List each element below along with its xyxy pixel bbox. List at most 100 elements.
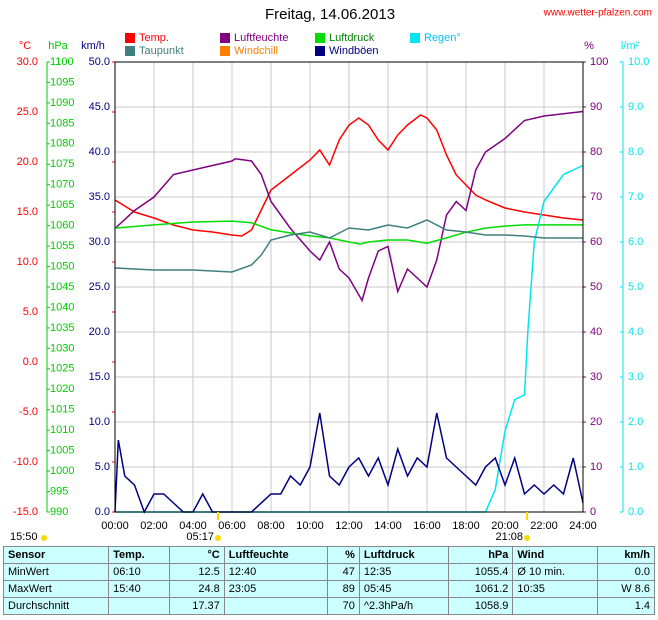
- x-tick-label: 12:00: [335, 520, 363, 532]
- y-tick-label: 2.0: [628, 416, 643, 428]
- table-cell: °C: [168, 546, 225, 564]
- legend-label: Temp.: [139, 32, 169, 44]
- table-cell: [512, 597, 599, 615]
- source: www.wetter-pfalzen.com: [543, 8, 652, 19]
- y-tick-label: 0.0: [23, 356, 38, 368]
- series-line: [114, 220, 583, 245]
- marker: [41, 535, 47, 541]
- y-tick-label: 40.0: [89, 146, 110, 158]
- chart-title: Freitag, 14.06.2013: [265, 6, 395, 23]
- x-tick-label: 24:00: [569, 520, 597, 532]
- y-tick-label: 3.0: [628, 371, 643, 383]
- y-tick-label: 40: [590, 326, 602, 338]
- axis-unit: l/m²: [621, 40, 640, 52]
- axis-unit: °C: [19, 40, 31, 52]
- table-cell: 0.0: [597, 563, 655, 581]
- legend-swatch: [220, 33, 230, 43]
- table-cell: Luftfeuchte: [223, 546, 329, 564]
- table-cell: 1061.2: [448, 580, 514, 598]
- y-tick-label: 0: [590, 506, 596, 518]
- annotation: 15:50: [10, 531, 38, 543]
- y-tick-label: 15.0: [17, 206, 38, 218]
- y-tick-label: 4.0: [628, 326, 643, 338]
- table-cell: 06:10: [108, 563, 170, 581]
- legend-label: Windböen: [329, 45, 379, 57]
- y-tick-label: 1025: [50, 363, 74, 375]
- x-tick-label: 00:00: [101, 520, 129, 532]
- y-tick-label: 1090: [50, 97, 74, 109]
- series-line: [114, 219, 583, 273]
- y-tick-label: 45.0: [89, 101, 110, 113]
- y-tick-label: 1045: [50, 281, 74, 293]
- y-tick-label: 25.0: [89, 281, 110, 293]
- table-cell: Wind: [512, 546, 599, 564]
- y-tick-label: 1015: [50, 404, 74, 416]
- table-row: MinWert 06:10 12.5 12:40 47 12:35 1055.4 Ø 10 m…: [2, 563, 655, 581]
- y-tick-label: 35.0: [89, 191, 110, 203]
- table-cell: 15:40: [108, 580, 170, 598]
- y-tick-label: 1075: [50, 158, 74, 170]
- y-tick-label: 50: [590, 281, 602, 293]
- y-tick-label: -10.0: [13, 456, 38, 468]
- series-line: [114, 110, 584, 303]
- y-tick-label: 5.0: [628, 281, 643, 293]
- axis-unit: %: [584, 40, 594, 52]
- y-tick-label: 1055: [50, 240, 74, 252]
- y-tick-label: 1020: [50, 383, 74, 395]
- y-tick-label: 50.0: [89, 56, 110, 68]
- legend-label: Luftfeuchte: [234, 32, 288, 44]
- table-cell: 1055.4: [448, 563, 514, 581]
- x-tick-label: 06:00: [218, 520, 246, 532]
- y-tick-label: 0.0: [628, 506, 643, 518]
- table-cell: %: [327, 546, 360, 564]
- table-row: Sensor Temp. °C Luftfeuchte% Luftdruck hPa Win…: [2, 546, 655, 564]
- y-tick-label: 10.0: [628, 56, 649, 68]
- table-cell: Durchschnitt: [2, 597, 110, 615]
- table-cell: Temp.: [108, 546, 170, 564]
- x-tick-label: 04:00: [179, 520, 207, 532]
- x-tick-label: 16:00: [413, 520, 441, 532]
- marker: [524, 535, 531, 541]
- legend-label: Windchill: [234, 45, 278, 57]
- y-tick-label: 1095: [50, 76, 74, 88]
- x-tick-label: 18:00: [452, 520, 480, 532]
- table-cell: hPa: [448, 546, 514, 564]
- legend-label: Taupunkt: [139, 45, 184, 57]
- table-cell: 1058.9: [448, 597, 514, 615]
- y-tick-label: 6.0: [628, 236, 643, 248]
- y-tick-label: 1080: [50, 138, 74, 150]
- legend-swatch: [125, 33, 135, 43]
- table-cell: 12:35: [358, 563, 450, 581]
- table-cell: km/h: [597, 546, 655, 564]
- legend-swatch: [410, 33, 420, 43]
- y-tick-label: 15.0: [89, 371, 110, 383]
- y-tick-label: 8.0: [628, 146, 643, 158]
- table-cell: Luftdruck: [358, 546, 450, 564]
- y-tick-label: 7.0: [628, 191, 643, 203]
- table-cell: 1.4: [597, 597, 655, 615]
- y-tick-label: 20.0: [89, 326, 110, 338]
- y-tick-label: 5.0: [23, 306, 38, 318]
- x-tick-label: 02:00: [140, 520, 168, 532]
- y-tick-label: 60: [590, 236, 602, 248]
- y-tick-label: 25.0: [17, 106, 38, 118]
- x-tick-label: 08:00: [257, 520, 285, 532]
- y-tick-label: 90: [590, 101, 602, 113]
- x-tick-label: 22:00: [530, 520, 558, 532]
- y-tick-label: 70: [590, 191, 602, 203]
- y-tick-label: 1035: [50, 322, 74, 334]
- plot-border: [114, 61, 584, 513]
- legend-label: Regen°: [424, 32, 461, 44]
- y-tick-label: -15.0: [13, 506, 38, 518]
- y-tick-label: 1100: [50, 56, 74, 68]
- table-cell: 70: [327, 597, 360, 615]
- table-cell: [223, 597, 329, 615]
- table-row: Durchschnitt 17.37 70 ^2.3hPa/h 1058.9 1.4: [2, 597, 655, 615]
- y-tick-label: 10: [590, 461, 602, 473]
- y-tick-label: 10.0: [17, 256, 38, 268]
- legend-swatch: [220, 46, 230, 56]
- legend-swatch: [315, 46, 325, 56]
- table-cell: MaxWert: [2, 580, 110, 598]
- y-tick-label: 20.0: [17, 156, 38, 168]
